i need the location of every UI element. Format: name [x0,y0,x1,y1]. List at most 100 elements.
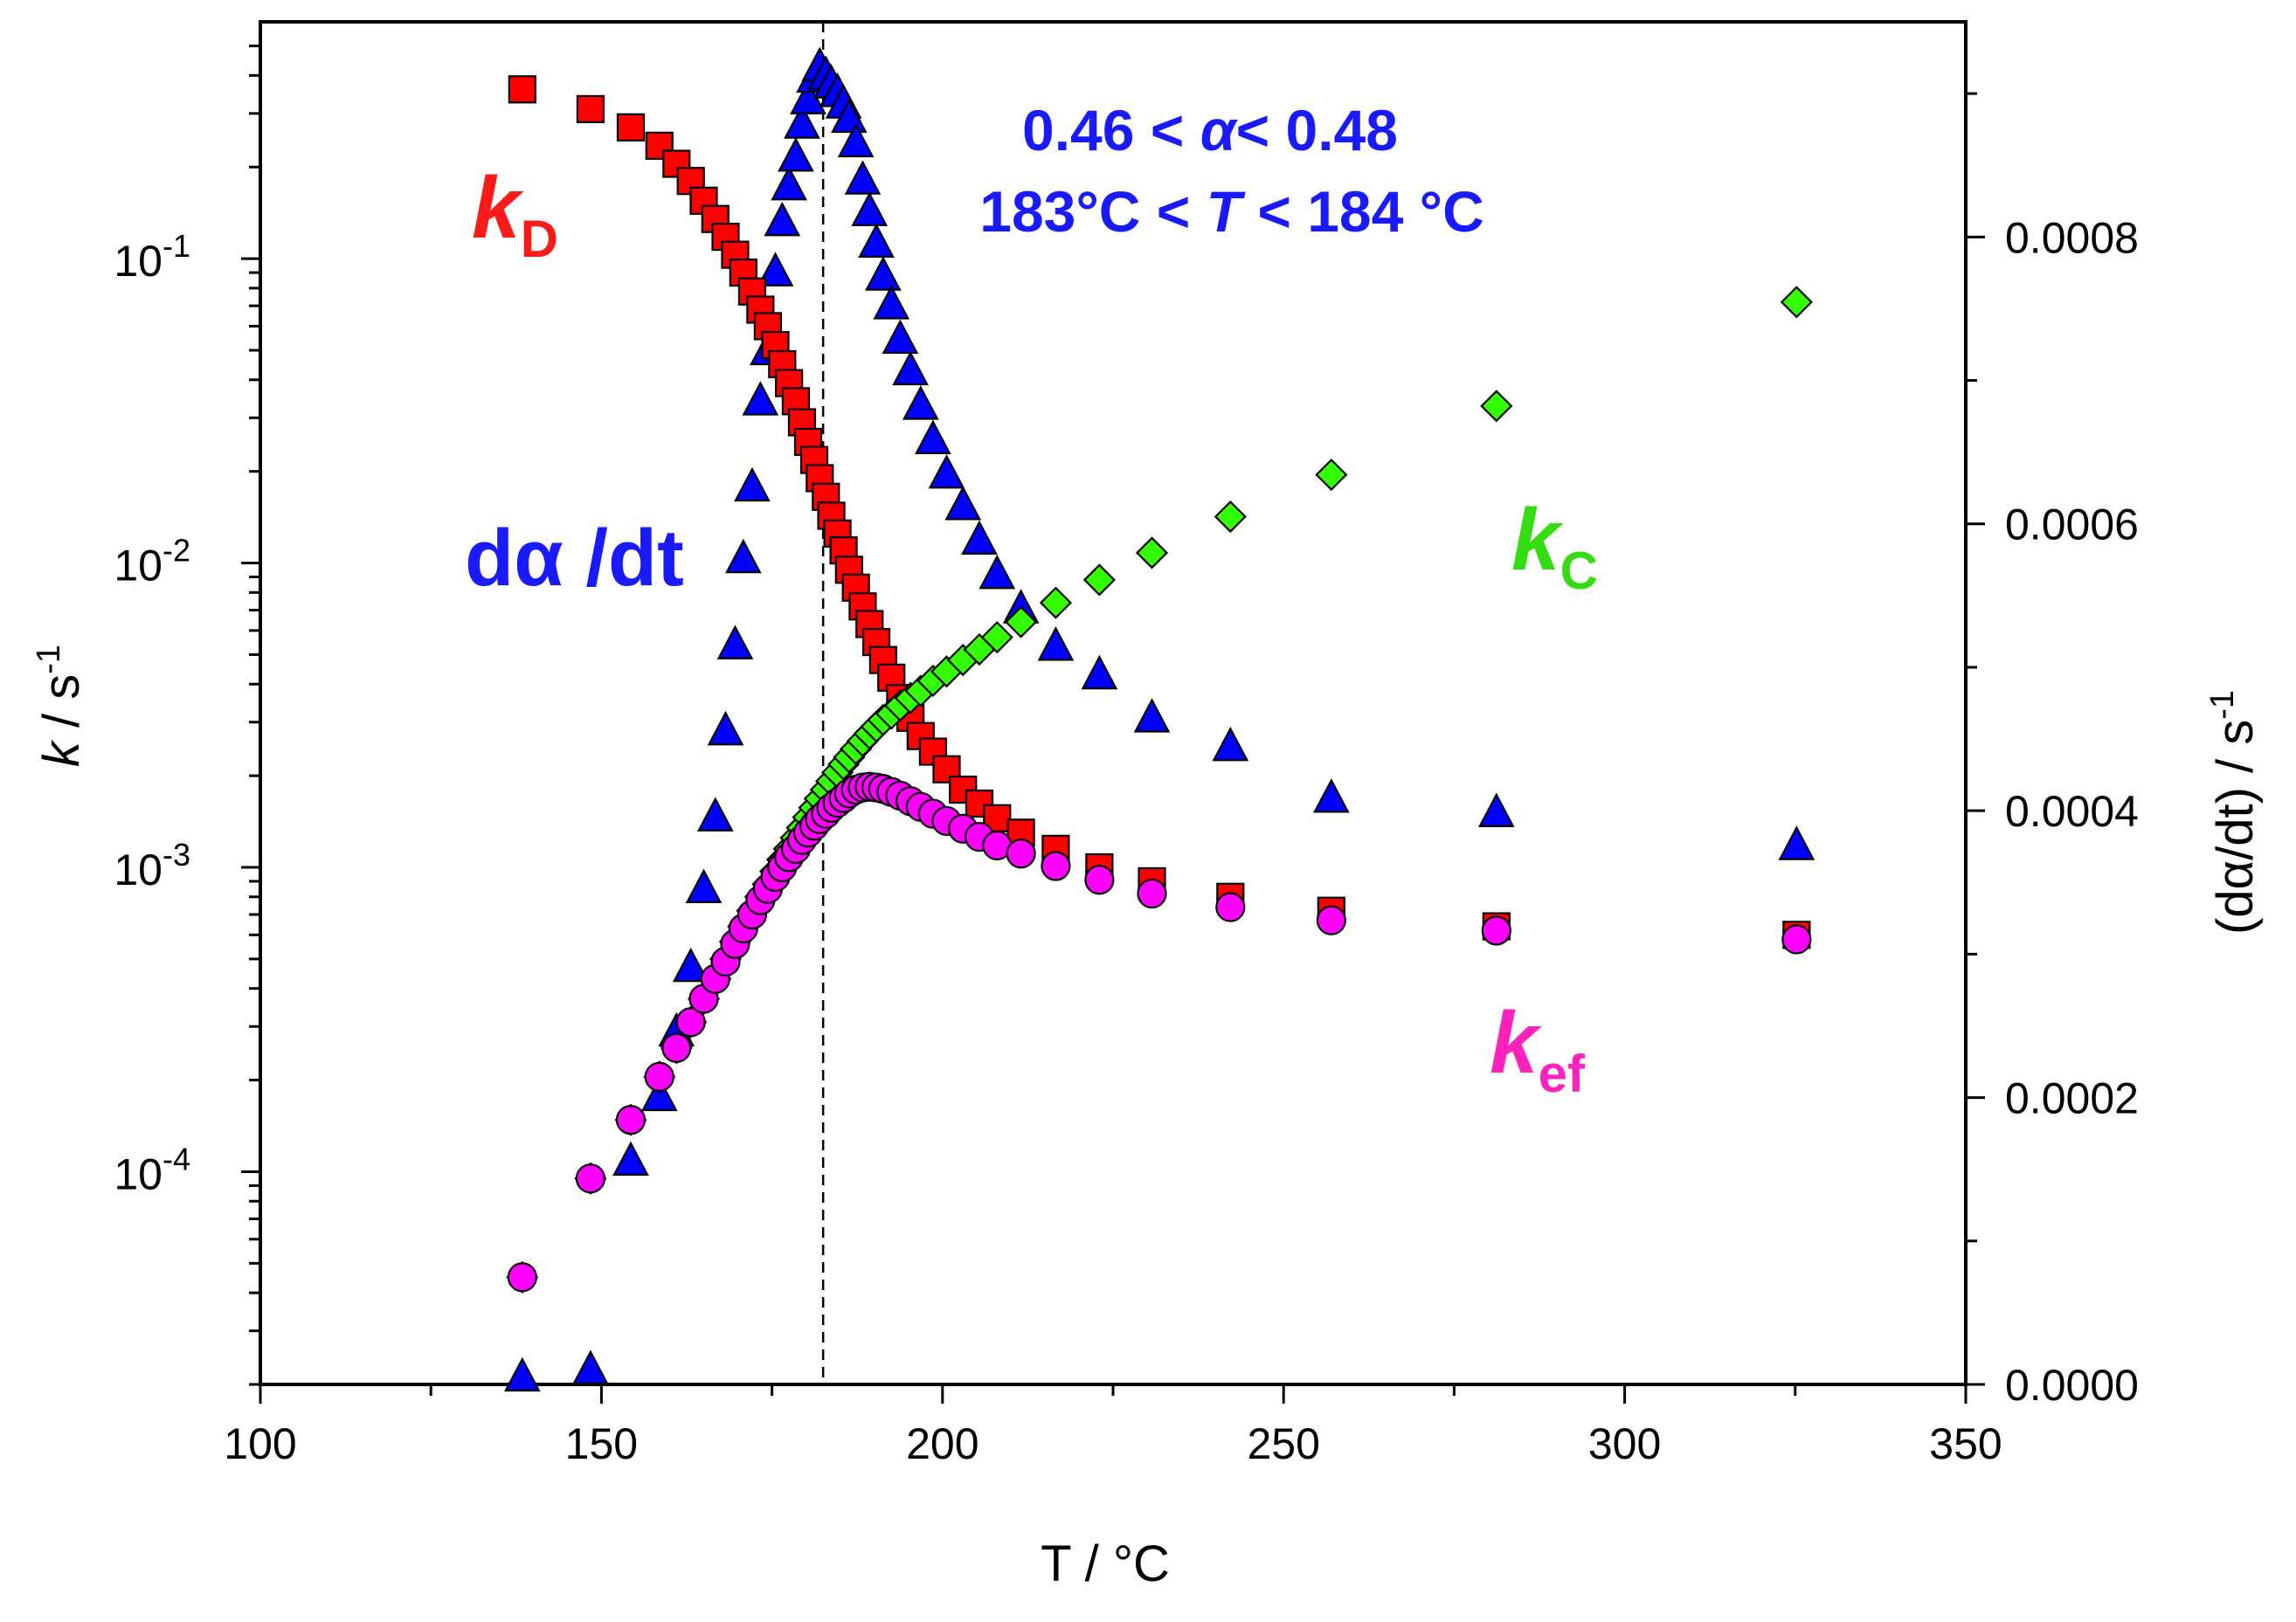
kef-point [1781,924,1812,955]
dadt-point [734,466,771,502]
dadt-point [1081,654,1118,690]
kef-point [644,1061,674,1092]
kc-point [980,621,1013,654]
label-kef: kef [1490,994,1586,1103]
series-square [508,75,1811,949]
dadt-point [612,1141,649,1176]
kef-point [1006,839,1036,869]
kef-point [675,1007,706,1038]
series-triangle [504,46,1815,1392]
kc-point [1480,390,1513,423]
annotation-alpha-range: 0.46 < α< 0.48 [1022,98,1398,162]
kd-point [508,75,536,104]
dadt-point [771,165,807,201]
dadt-point [778,137,814,172]
dadt-point [1037,626,1075,661]
dadt-point [707,710,744,746]
x-tick-label: 350 [1929,1419,2002,1468]
y-right-axis-sup: -1 [2204,690,2241,720]
dadt-point [844,160,882,195]
x-tick-label: 200 [906,1419,979,1468]
kc-point [1135,536,1169,569]
kd-point [932,755,961,783]
kc-point [1780,286,1813,319]
y-right-axis-text: (dα/dt) / s [2207,720,2264,935]
dadt-point [757,252,794,286]
dadt-point [572,1349,609,1384]
kef-point [1137,878,1167,909]
dadt-point [764,201,801,237]
kc-point [1315,458,1348,492]
kef-point [575,1163,606,1194]
dadt-point [1778,825,1815,860]
y-left-axis-unit: / s [33,674,90,742]
y-right-tick-labels: 0.0000 0.0002 0.0004 0.0006 0.0008 [2005,213,2139,1410]
dadt-point [873,285,910,320]
kef-point [615,1105,647,1135]
x-tick-label: 250 [1247,1419,1319,1468]
dadt-point [979,554,1016,590]
dadt-point [892,350,929,386]
dadt-point [851,191,889,226]
kc-point [1082,563,1116,597]
x-axis-title: T / °C [1041,1536,1170,1592]
dadt-point [928,453,965,489]
x-tick-label: 300 [1588,1419,1661,1468]
dadt-point [858,223,895,259]
y-left-tick-labels: 10-1 10-2 10-3 10-4 [114,228,190,1198]
dadt-point [837,122,875,158]
dadt-point [1133,698,1171,733]
dadt-point [672,947,709,983]
dadt-point [882,319,919,355]
dadt-point [944,486,982,521]
series-diamond [506,286,1813,1294]
dadt-point [1212,726,1249,762]
y-right-tick-label: 0.0002 [2005,1074,2139,1123]
dadt-point [902,385,939,420]
x-tick-labels: 100 150 200 250 300 350 [224,1419,2002,1468]
x-tick-label: 100 [224,1419,296,1468]
dadt-point [696,797,734,832]
kef-point [507,1262,537,1293]
y-left-axis-sup: -1 [31,645,67,674]
kef-point [661,1032,692,1063]
kef-point [1215,892,1246,922]
kd-point [662,149,691,178]
kef-point [1084,865,1115,895]
series-circle [507,771,1812,1293]
annotation-t-range: 183°C < T < 184 °C [979,179,1483,244]
label-kd: kD [472,159,558,268]
kef-point [1316,905,1346,935]
y-right-axis-title: (dα/dt) / s-1 [2204,690,2264,935]
y-left-axis-k: k [33,739,90,767]
dadt-point [915,419,951,454]
dadt-point [504,1356,541,1392]
y-left-tick-label: 10-4 [114,1141,190,1198]
dadt-point [742,381,779,416]
y-right-tick-label: 0.0006 [2005,500,2139,549]
x-tick-label: 150 [565,1419,638,1468]
dadt-point [685,868,723,903]
kef-point [1041,851,1071,881]
kc-point [1005,605,1038,638]
dadt-point [865,256,902,291]
y-right-tick-label: 0.0000 [2005,1361,2139,1410]
label-kc: kC [1511,491,1598,600]
y-left-tick-label: 10-3 [114,837,190,894]
kef-point [1481,915,1511,946]
kd-point [576,94,605,124]
dadt-point [724,538,762,574]
label-dadt: dα /dt [465,514,684,603]
kc-point [1214,500,1247,534]
dadt-point [640,1076,678,1112]
kd-point [645,131,674,160]
data-marks [504,46,1815,1392]
dadt-point [831,98,868,134]
y-left-tick-label: 10-2 [114,533,190,590]
kc-point [1039,586,1072,619]
dadt-point [784,104,820,139]
dadt-point [1477,792,1515,827]
dadt-point [716,625,754,659]
dadt-point [1313,778,1350,813]
